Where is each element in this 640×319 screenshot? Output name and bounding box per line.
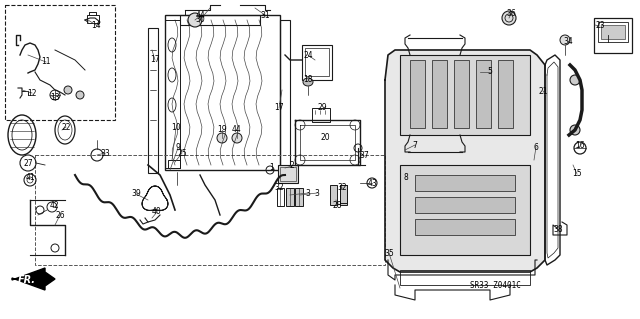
Circle shape — [232, 133, 242, 143]
Circle shape — [64, 86, 72, 94]
Text: 1: 1 — [269, 164, 275, 173]
Text: 44: 44 — [232, 125, 242, 135]
Text: 36: 36 — [506, 10, 516, 19]
Bar — [454, 60, 469, 128]
Text: 44: 44 — [195, 11, 205, 20]
Bar — [168, 160, 180, 168]
Polygon shape — [12, 268, 55, 290]
Text: 26: 26 — [55, 211, 65, 219]
Bar — [165, 20, 180, 168]
Text: 16: 16 — [575, 142, 585, 151]
Text: 39: 39 — [131, 189, 141, 198]
Circle shape — [570, 75, 580, 85]
Bar — [594, 18, 632, 53]
Text: 8: 8 — [404, 174, 408, 182]
Bar — [278, 165, 298, 183]
Text: 14: 14 — [91, 20, 101, 29]
Text: 23: 23 — [595, 21, 605, 31]
Bar — [415, 175, 515, 191]
Bar — [305, 48, 329, 76]
Bar — [280, 20, 290, 170]
Bar — [302, 45, 332, 80]
Bar — [400, 270, 530, 285]
Text: 20: 20 — [320, 132, 330, 142]
Text: 17: 17 — [274, 103, 284, 113]
Circle shape — [188, 13, 202, 27]
Text: 3: 3 — [305, 189, 310, 197]
Bar — [280, 167, 296, 181]
Text: 2: 2 — [290, 161, 294, 170]
Bar — [498, 60, 513, 128]
Bar — [340, 185, 347, 203]
Bar — [598, 22, 628, 42]
Bar — [601, 25, 625, 39]
Text: 38: 38 — [553, 225, 563, 234]
Text: 33: 33 — [100, 149, 110, 158]
Text: 22: 22 — [61, 122, 71, 131]
Text: 32: 32 — [274, 183, 284, 192]
Bar — [180, 15, 260, 25]
Text: 31: 31 — [260, 11, 270, 19]
Text: 9: 9 — [175, 144, 180, 152]
Circle shape — [560, 35, 570, 45]
Text: 25: 25 — [177, 149, 187, 158]
Bar — [400, 55, 530, 135]
Polygon shape — [385, 50, 545, 272]
Text: 43: 43 — [367, 179, 377, 188]
Bar — [286, 188, 294, 206]
Bar — [340, 185, 347, 205]
Bar — [415, 197, 515, 213]
Bar — [432, 60, 447, 128]
Text: 10: 10 — [171, 123, 181, 132]
Text: 40: 40 — [152, 207, 162, 217]
Text: 30: 30 — [195, 16, 205, 25]
Text: 27: 27 — [23, 159, 33, 167]
Text: 42: 42 — [49, 201, 59, 210]
Text: 24: 24 — [303, 50, 313, 60]
Text: 17: 17 — [150, 56, 160, 64]
Text: FR.: FR. — [18, 275, 36, 285]
Bar — [330, 185, 337, 205]
Circle shape — [502, 11, 516, 25]
Bar — [165, 15, 280, 170]
Text: 15: 15 — [572, 169, 582, 179]
Bar — [295, 188, 303, 206]
Text: 21: 21 — [538, 86, 548, 95]
Text: 12: 12 — [28, 88, 36, 98]
Circle shape — [217, 133, 227, 143]
Circle shape — [76, 91, 84, 99]
Text: 11: 11 — [41, 57, 51, 66]
Text: 29: 29 — [317, 103, 327, 113]
Bar — [35, 155, 385, 265]
Bar — [87, 15, 99, 23]
Circle shape — [570, 125, 580, 135]
Bar — [400, 165, 530, 255]
Bar — [5, 5, 115, 120]
Bar — [476, 60, 491, 128]
Bar — [148, 28, 158, 173]
Text: 41: 41 — [25, 174, 35, 182]
Bar — [410, 60, 425, 128]
Text: 37: 37 — [359, 152, 369, 160]
Text: 32: 32 — [337, 183, 347, 192]
Text: 35: 35 — [384, 249, 394, 257]
Text: 5: 5 — [488, 68, 492, 77]
Bar — [277, 188, 284, 206]
Text: 6: 6 — [534, 143, 538, 152]
Text: 34: 34 — [563, 38, 573, 47]
Bar — [415, 219, 515, 235]
Text: 19: 19 — [217, 125, 227, 135]
Ellipse shape — [303, 78, 313, 86]
Text: SR33 Z0401C: SR33 Z0401C — [470, 280, 521, 290]
Text: 28: 28 — [332, 202, 342, 211]
Text: 3: 3 — [315, 189, 319, 197]
Text: 7: 7 — [413, 140, 417, 150]
Text: 18: 18 — [303, 76, 313, 85]
Text: 13: 13 — [50, 93, 60, 102]
Bar — [312, 108, 330, 122]
